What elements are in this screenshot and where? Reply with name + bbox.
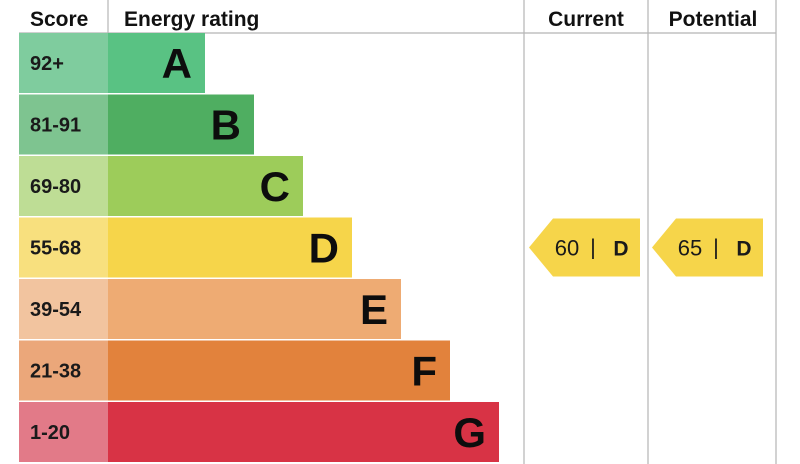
header-potential: Potential — [669, 8, 758, 31]
score-label-g: 1-20 — [30, 422, 70, 444]
band-letter-a: A — [162, 40, 192, 87]
band-bar-a — [108, 33, 205, 93]
band-bar-e — [108, 279, 401, 339]
current-score-value: 60 — [555, 236, 579, 261]
potential-arrow-shape — [652, 218, 763, 277]
header-energy-rating: Energy rating — [124, 8, 259, 31]
score-cell-d — [19, 217, 108, 278]
rating-bands: 92+ A 81-91 B 69-80 C 55-68 D 39-54 E 21-38 F 1-20 G — [19, 33, 499, 462]
score-label-e: 39-54 — [30, 299, 82, 321]
score-label-d: 55-68 — [30, 238, 81, 260]
potential-rating-letter: D — [736, 238, 751, 261]
current-rating-letter: D — [613, 238, 628, 261]
current-separator: | — [590, 235, 596, 260]
score-cell-b — [19, 94, 108, 155]
band-letter-f: F — [411, 348, 437, 395]
score-label-f: 21-38 — [30, 361, 81, 383]
score-label-b: 81-91 — [30, 115, 81, 137]
potential-score-value: 65 — [678, 236, 702, 261]
band-letter-g: G — [453, 409, 486, 456]
score-label-a: 92+ — [30, 53, 64, 75]
score-cell-g — [19, 402, 108, 462]
band-bar-c — [108, 156, 303, 216]
band-letter-c: C — [260, 163, 290, 210]
header-score: Score — [30, 8, 88, 31]
band-bar-d — [108, 217, 352, 278]
score-cell-a — [19, 33, 108, 93]
score-label-c: 69-80 — [30, 176, 81, 198]
band-bar-g — [108, 402, 499, 462]
potential-separator: | — [713, 235, 719, 260]
current-rating-arrow: 60 | D — [529, 218, 640, 277]
header-current: Current — [548, 8, 624, 31]
current-arrow-shape — [529, 218, 640, 277]
score-cell-e — [19, 279, 108, 339]
band-letter-b: B — [211, 102, 241, 149]
band-letter-d: D — [309, 225, 339, 272]
score-cell-c — [19, 156, 108, 216]
band-letter-e: E — [360, 286, 388, 333]
band-bar-f — [108, 340, 450, 401]
potential-rating-arrow: 65 | D — [652, 218, 763, 277]
band-bar-b — [108, 94, 254, 155]
score-cell-f — [19, 340, 108, 401]
